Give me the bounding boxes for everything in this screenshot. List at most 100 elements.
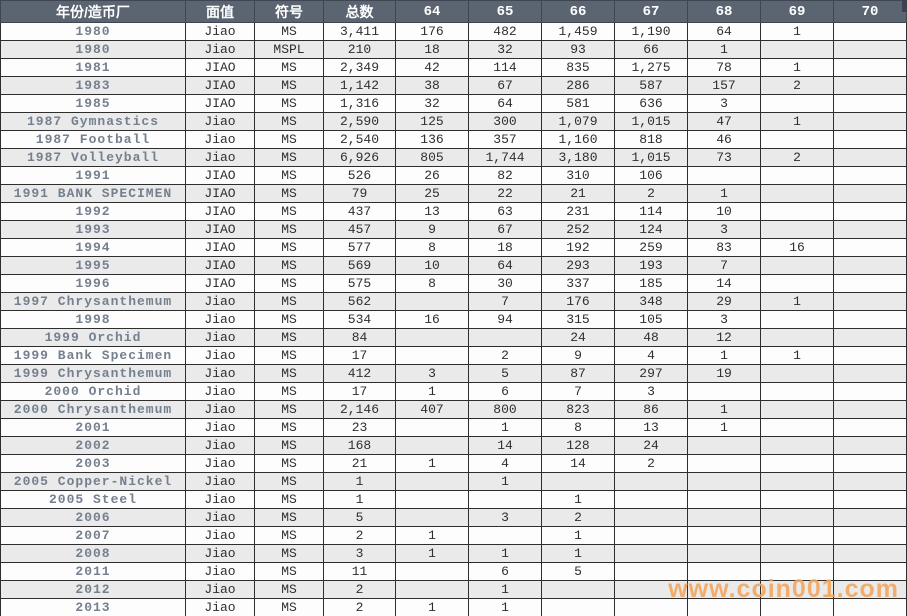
grade-68-cell: 3 (687, 220, 761, 239)
grade-65-cell (468, 526, 542, 545)
column-header: 总数 (323, 0, 396, 23)
total-cell: 457 (323, 220, 396, 239)
symbol-cell: MS (254, 526, 324, 545)
grade-66-cell: 1 (541, 526, 615, 545)
denomination-cell: Jiao (185, 346, 255, 365)
year-mint-cell: 2012 (0, 580, 186, 599)
grade-69-cell (760, 94, 834, 113)
year-mint-cell: 2005 Copper-Nickel (0, 472, 186, 491)
grade-65-cell: 2 (468, 346, 542, 365)
grade-70-cell (833, 562, 907, 581)
grade-64-cell: 176 (395, 22, 469, 41)
grade-68-cell: 64 (687, 22, 761, 41)
grade-68-cell: 1 (687, 346, 761, 365)
grade-64-cell: 13 (395, 202, 469, 221)
grade-66-cell: 310 (541, 166, 615, 185)
grade-69-cell: 16 (760, 238, 834, 257)
grade-66-cell (541, 580, 615, 599)
symbol-cell: MS (254, 256, 324, 275)
column-header: 68 (687, 0, 761, 23)
grade-67-cell: 636 (614, 94, 688, 113)
grade-64-cell: 18 (395, 40, 469, 59)
column-header: 69 (760, 0, 834, 23)
grade-65-cell: 30 (468, 274, 542, 293)
grade-65-cell (468, 328, 542, 347)
grade-66-cell: 1,079 (541, 112, 615, 131)
year-mint-cell: 1992 (0, 202, 186, 221)
scrollbar-fragment (902, 0, 907, 12)
total-cell: 6,926 (323, 148, 396, 167)
grade-64-cell (395, 562, 469, 581)
grade-68-cell: 46 (687, 130, 761, 149)
grade-67-cell: 13 (614, 418, 688, 437)
symbol-cell: MS (254, 292, 324, 311)
grade-66-cell: 7 (541, 382, 615, 401)
grade-70-cell (833, 292, 907, 311)
symbol-cell: MS (254, 580, 324, 599)
table-row: 1991 BANK SPECIMEN JIAO MS 79 25 22 21 2… (0, 184, 907, 203)
year-mint-cell: 2000 Orchid (0, 382, 186, 401)
grade-64-cell: 9 (395, 220, 469, 239)
grade-67-cell: 24 (614, 436, 688, 455)
grade-69-cell (760, 202, 834, 221)
total-cell: 17 (323, 382, 396, 401)
grade-65-cell: 4 (468, 454, 542, 473)
symbol-cell: MS (254, 562, 324, 581)
grade-66-cell: 315 (541, 310, 615, 329)
grade-70-cell (833, 328, 907, 347)
grade-69-cell (760, 544, 834, 563)
year-mint-cell: 1999 Chrysanthemum (0, 364, 186, 383)
symbol-cell: MS (254, 220, 324, 239)
symbol-cell: MS (254, 310, 324, 329)
grade-68-cell: 29 (687, 292, 761, 311)
total-cell: 2 (323, 526, 396, 545)
table-row: 2002 Jiao MS 168 14 128 24 (0, 436, 907, 455)
denomination-cell: Jiao (185, 292, 255, 311)
grade-69-cell (760, 256, 834, 275)
total-cell: 3,411 (323, 22, 396, 41)
grade-64-cell: 805 (395, 148, 469, 167)
grade-64-cell (395, 580, 469, 599)
grade-66-cell: 93 (541, 40, 615, 59)
total-cell: 1,142 (323, 76, 396, 95)
grade-68-cell: 1 (687, 184, 761, 203)
grade-67-cell: 259 (614, 238, 688, 257)
table-row: 2008 Jiao MS 3 1 1 1 (0, 544, 907, 563)
grade-65-cell: 6 (468, 382, 542, 401)
grade-66-cell: 835 (541, 58, 615, 77)
grade-64-cell: 407 (395, 400, 469, 419)
denomination-cell: Jiao (185, 310, 255, 329)
grade-64-cell (395, 328, 469, 347)
grade-64-cell (395, 508, 469, 527)
table-row: 2001 Jiao MS 23 1 8 13 1 (0, 418, 907, 437)
grade-70-cell (833, 274, 907, 293)
year-mint-cell: 2001 (0, 418, 186, 437)
year-mint-cell: 1991 (0, 166, 186, 185)
denomination-cell: Jiao (185, 382, 255, 401)
denomination-cell: Jiao (185, 130, 255, 149)
symbol-cell: MS (254, 454, 324, 473)
total-cell: 79 (323, 184, 396, 203)
grade-67-cell: 114 (614, 202, 688, 221)
grade-64-cell: 42 (395, 58, 469, 77)
grade-69-cell (760, 166, 834, 185)
table-row: 2000 Orchid Jiao MS 17 1 6 7 3 (0, 382, 907, 401)
grade-69-cell: 1 (760, 112, 834, 131)
grade-69-cell (760, 562, 834, 581)
grade-68-cell (687, 490, 761, 509)
grade-68-cell: 19 (687, 364, 761, 383)
grade-68-cell (687, 472, 761, 491)
grade-69-cell: 2 (760, 148, 834, 167)
grade-70-cell (833, 22, 907, 41)
grade-66-cell (541, 598, 615, 616)
grade-64-cell (395, 490, 469, 509)
total-cell: 526 (323, 166, 396, 185)
year-mint-cell: 1994 (0, 238, 186, 257)
grade-67-cell: 66 (614, 40, 688, 59)
grade-69-cell (760, 310, 834, 329)
grade-70-cell (833, 490, 907, 509)
grade-68-cell: 3 (687, 94, 761, 113)
grade-70-cell (833, 580, 907, 599)
year-mint-cell: 2000 Chrysanthemum (0, 400, 186, 419)
grade-64-cell: 1 (395, 382, 469, 401)
